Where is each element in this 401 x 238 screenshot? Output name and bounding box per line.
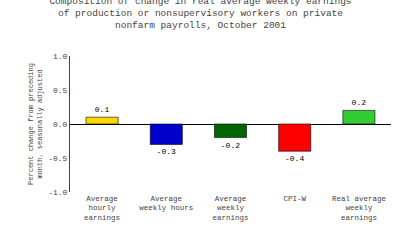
svg-text:0.5: 0.5	[53, 86, 68, 95]
svg-text:Averageweeklyearnings: Averageweeklyearnings	[212, 195, 248, 223]
svg-text:Percent change from precedingm: Percent change from precedingmonth, seas…	[27, 63, 44, 185]
svg-text:Averageweekly hours: Averageweekly hours	[139, 195, 193, 213]
svg-text:0.1: 0.1	[95, 105, 110, 114]
svg-text:0.2: 0.2	[352, 98, 367, 107]
svg-text:-0.5: -0.5	[48, 154, 67, 163]
svg-text:Composition of change in real: Composition of change in real average we…	[49, 0, 351, 31]
svg-text:-0.3: -0.3	[157, 147, 176, 156]
svg-text:0.0: 0.0	[53, 120, 68, 129]
svg-text:-0.4: -0.4	[285, 154, 304, 163]
svg-text:Averagehourlyearnings: Averagehourlyearnings	[84, 195, 120, 223]
svg-text:Real averageweeklyearnings: Real averageweeklyearnings	[332, 195, 386, 223]
svg-text:-0.2: -0.2	[221, 141, 240, 150]
svg-text:1.0: 1.0	[53, 52, 68, 61]
svg-text:CPI-W: CPI-W	[283, 195, 306, 203]
svg-text:-1.0: -1.0	[48, 188, 67, 197]
